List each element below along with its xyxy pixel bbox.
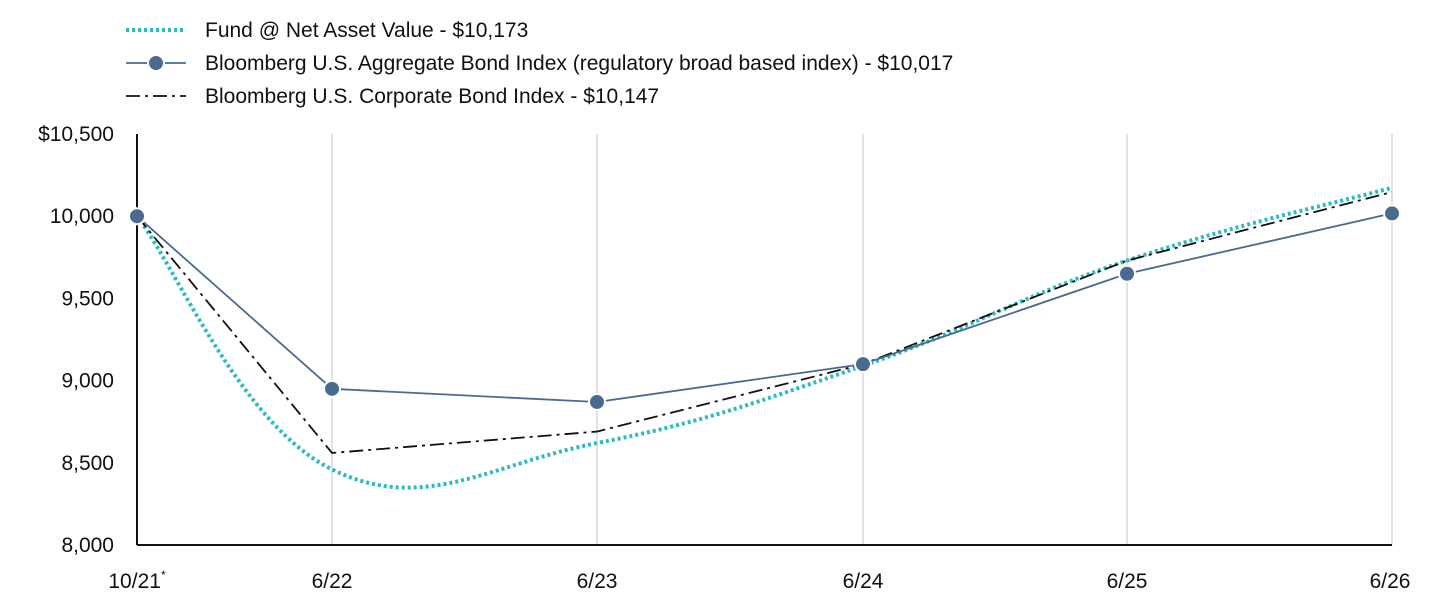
series-point — [1383, 204, 1401, 223]
y-tick-label: 9,000 — [61, 370, 114, 393]
series-group — [128, 185, 1401, 490]
series-point — [588, 392, 606, 411]
series-line-1 — [136, 212, 1393, 403]
series-line-0 — [135, 185, 1393, 490]
gridlines — [331, 134, 1393, 545]
series-point — [323, 379, 341, 398]
y-tick-label: 8,500 — [61, 452, 114, 475]
legend-marker — [147, 54, 165, 72]
y-tick-labels: $10,500 10,000 9,500 9,000 8,500 8,000 — [38, 123, 114, 557]
series-point — [1118, 264, 1136, 283]
legend: Fund @ Net Asset Value - $10,173 Bloomber… — [126, 19, 953, 108]
x-tick-label: 6/22 — [312, 570, 353, 593]
y-tick-label: 9,500 — [61, 287, 114, 310]
x-tick-labels: 10/21* 6/22 6/23 6/24 6/25 6/26 — [108, 568, 1410, 593]
legend-label-2: Bloomberg U.S. Corporate Bond Index - $1… — [205, 85, 659, 108]
series-point — [128, 207, 146, 226]
y-tick-label: 10,000 — [50, 205, 114, 228]
series-line-2 — [136, 191, 1393, 454]
x-tick-label: 6/25 — [1107, 570, 1148, 593]
legend-label-0: Fund @ Net Asset Value - $10,173 — [205, 19, 528, 42]
x-tick-label: 6/23 — [577, 570, 618, 593]
x-tick-label: 6/24 — [843, 570, 884, 593]
axes — [136, 134, 1392, 546]
y-tick-label: 8,000 — [61, 534, 114, 557]
legend-label-1: Bloomberg U.S. Aggregate Bond Index (reg… — [205, 52, 953, 75]
series-point — [854, 355, 872, 374]
x-tick-label: 6/26 — [1370, 570, 1411, 593]
x-tick-label: 10/21* — [108, 568, 166, 593]
y-tick-label: $10,500 — [38, 123, 114, 146]
